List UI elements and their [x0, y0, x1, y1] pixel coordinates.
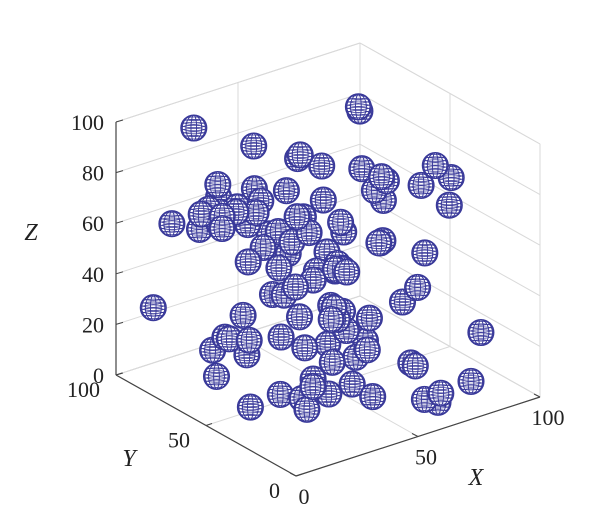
sphere-marker	[139, 294, 167, 322]
x-axis-label: X	[468, 465, 485, 491]
x-tick-label: 50	[415, 445, 437, 470]
sphere-marker	[240, 132, 268, 160]
sphere-marker	[208, 214, 236, 243]
sphere-marker	[401, 352, 429, 380]
sphere-marker	[204, 170, 232, 199]
sphere-marker	[333, 258, 361, 286]
y-tick-label: 0	[269, 478, 280, 503]
sphere-marker	[317, 305, 345, 333]
sphere-marker	[291, 334, 319, 362]
z-tick-label: 60	[82, 211, 104, 236]
sphere-marker	[435, 191, 463, 219]
z-tick-label: 40	[82, 262, 104, 287]
sphere-marker	[285, 303, 314, 331]
z-tick-mark	[115, 220, 124, 224]
sphere-marker	[299, 373, 327, 401]
front-box-lines	[115, 119, 541, 477]
sphere-marker	[457, 367, 485, 395]
sphere-marker	[229, 301, 257, 329]
y-tick-label: 50	[168, 428, 190, 453]
sphere-marker	[411, 239, 439, 267]
sphere-marker	[236, 393, 264, 421]
sphere-marker	[180, 114, 208, 142]
z-tick-label: 20	[82, 312, 104, 337]
sphere-markers	[139, 93, 495, 423]
sphere-marker	[404, 273, 432, 301]
y-tick-label: 100	[67, 377, 100, 402]
x-tick-mark	[533, 393, 541, 398]
z-tick-label: 80	[82, 161, 104, 186]
x-tick-label: 0	[299, 484, 310, 509]
sphere-marker	[365, 229, 393, 257]
y-axis-label: Y	[122, 446, 138, 472]
sphere-marker	[355, 304, 383, 332]
sphere-marker	[235, 326, 263, 354]
sphere-marker	[286, 141, 314, 169]
sphere-marker	[242, 199, 270, 227]
sphere-marker	[158, 210, 186, 238]
sphere-marker	[421, 151, 449, 180]
sphere-marker	[234, 248, 262, 276]
sphere-marker	[318, 348, 346, 376]
sphere-marker	[338, 370, 366, 398]
sphere-marker	[359, 383, 387, 411]
x-tick-label: 100	[532, 405, 565, 430]
sphere-marker	[281, 273, 310, 301]
sphere-marker	[215, 325, 243, 353]
sphere-marker	[367, 163, 396, 191]
sphere-marker	[267, 323, 295, 351]
sphere-marker	[265, 254, 293, 282]
z-tick-mark	[115, 119, 124, 123]
sphere-marker	[467, 318, 495, 347]
sphere-marker	[202, 362, 231, 390]
sphere-marker	[407, 171, 435, 199]
x-tick-mark	[289, 472, 297, 477]
sphere-marker	[309, 186, 337, 214]
z-tick-mark	[115, 271, 124, 275]
y-tick-mark	[295, 473, 303, 477]
sphere-marker	[353, 336, 381, 364]
z-tick-label: 100	[71, 110, 104, 135]
z-tick-label: 0	[93, 363, 104, 388]
sphere-marker	[272, 177, 300, 205]
x-tick-mark	[411, 433, 419, 437]
sphere-marker	[293, 395, 321, 423]
sphere-marker	[327, 208, 355, 236]
sphere-marker	[427, 379, 455, 407]
sphere-marker	[283, 203, 311, 231]
z-axis-label: Z	[24, 220, 38, 246]
z-tick-mark	[115, 321, 124, 325]
z-tick-mark	[115, 170, 124, 174]
y-tick-mark	[115, 372, 123, 376]
y-tick-mark	[205, 423, 213, 426]
sphere-marker	[308, 152, 336, 180]
sphere-marker	[344, 93, 372, 121]
